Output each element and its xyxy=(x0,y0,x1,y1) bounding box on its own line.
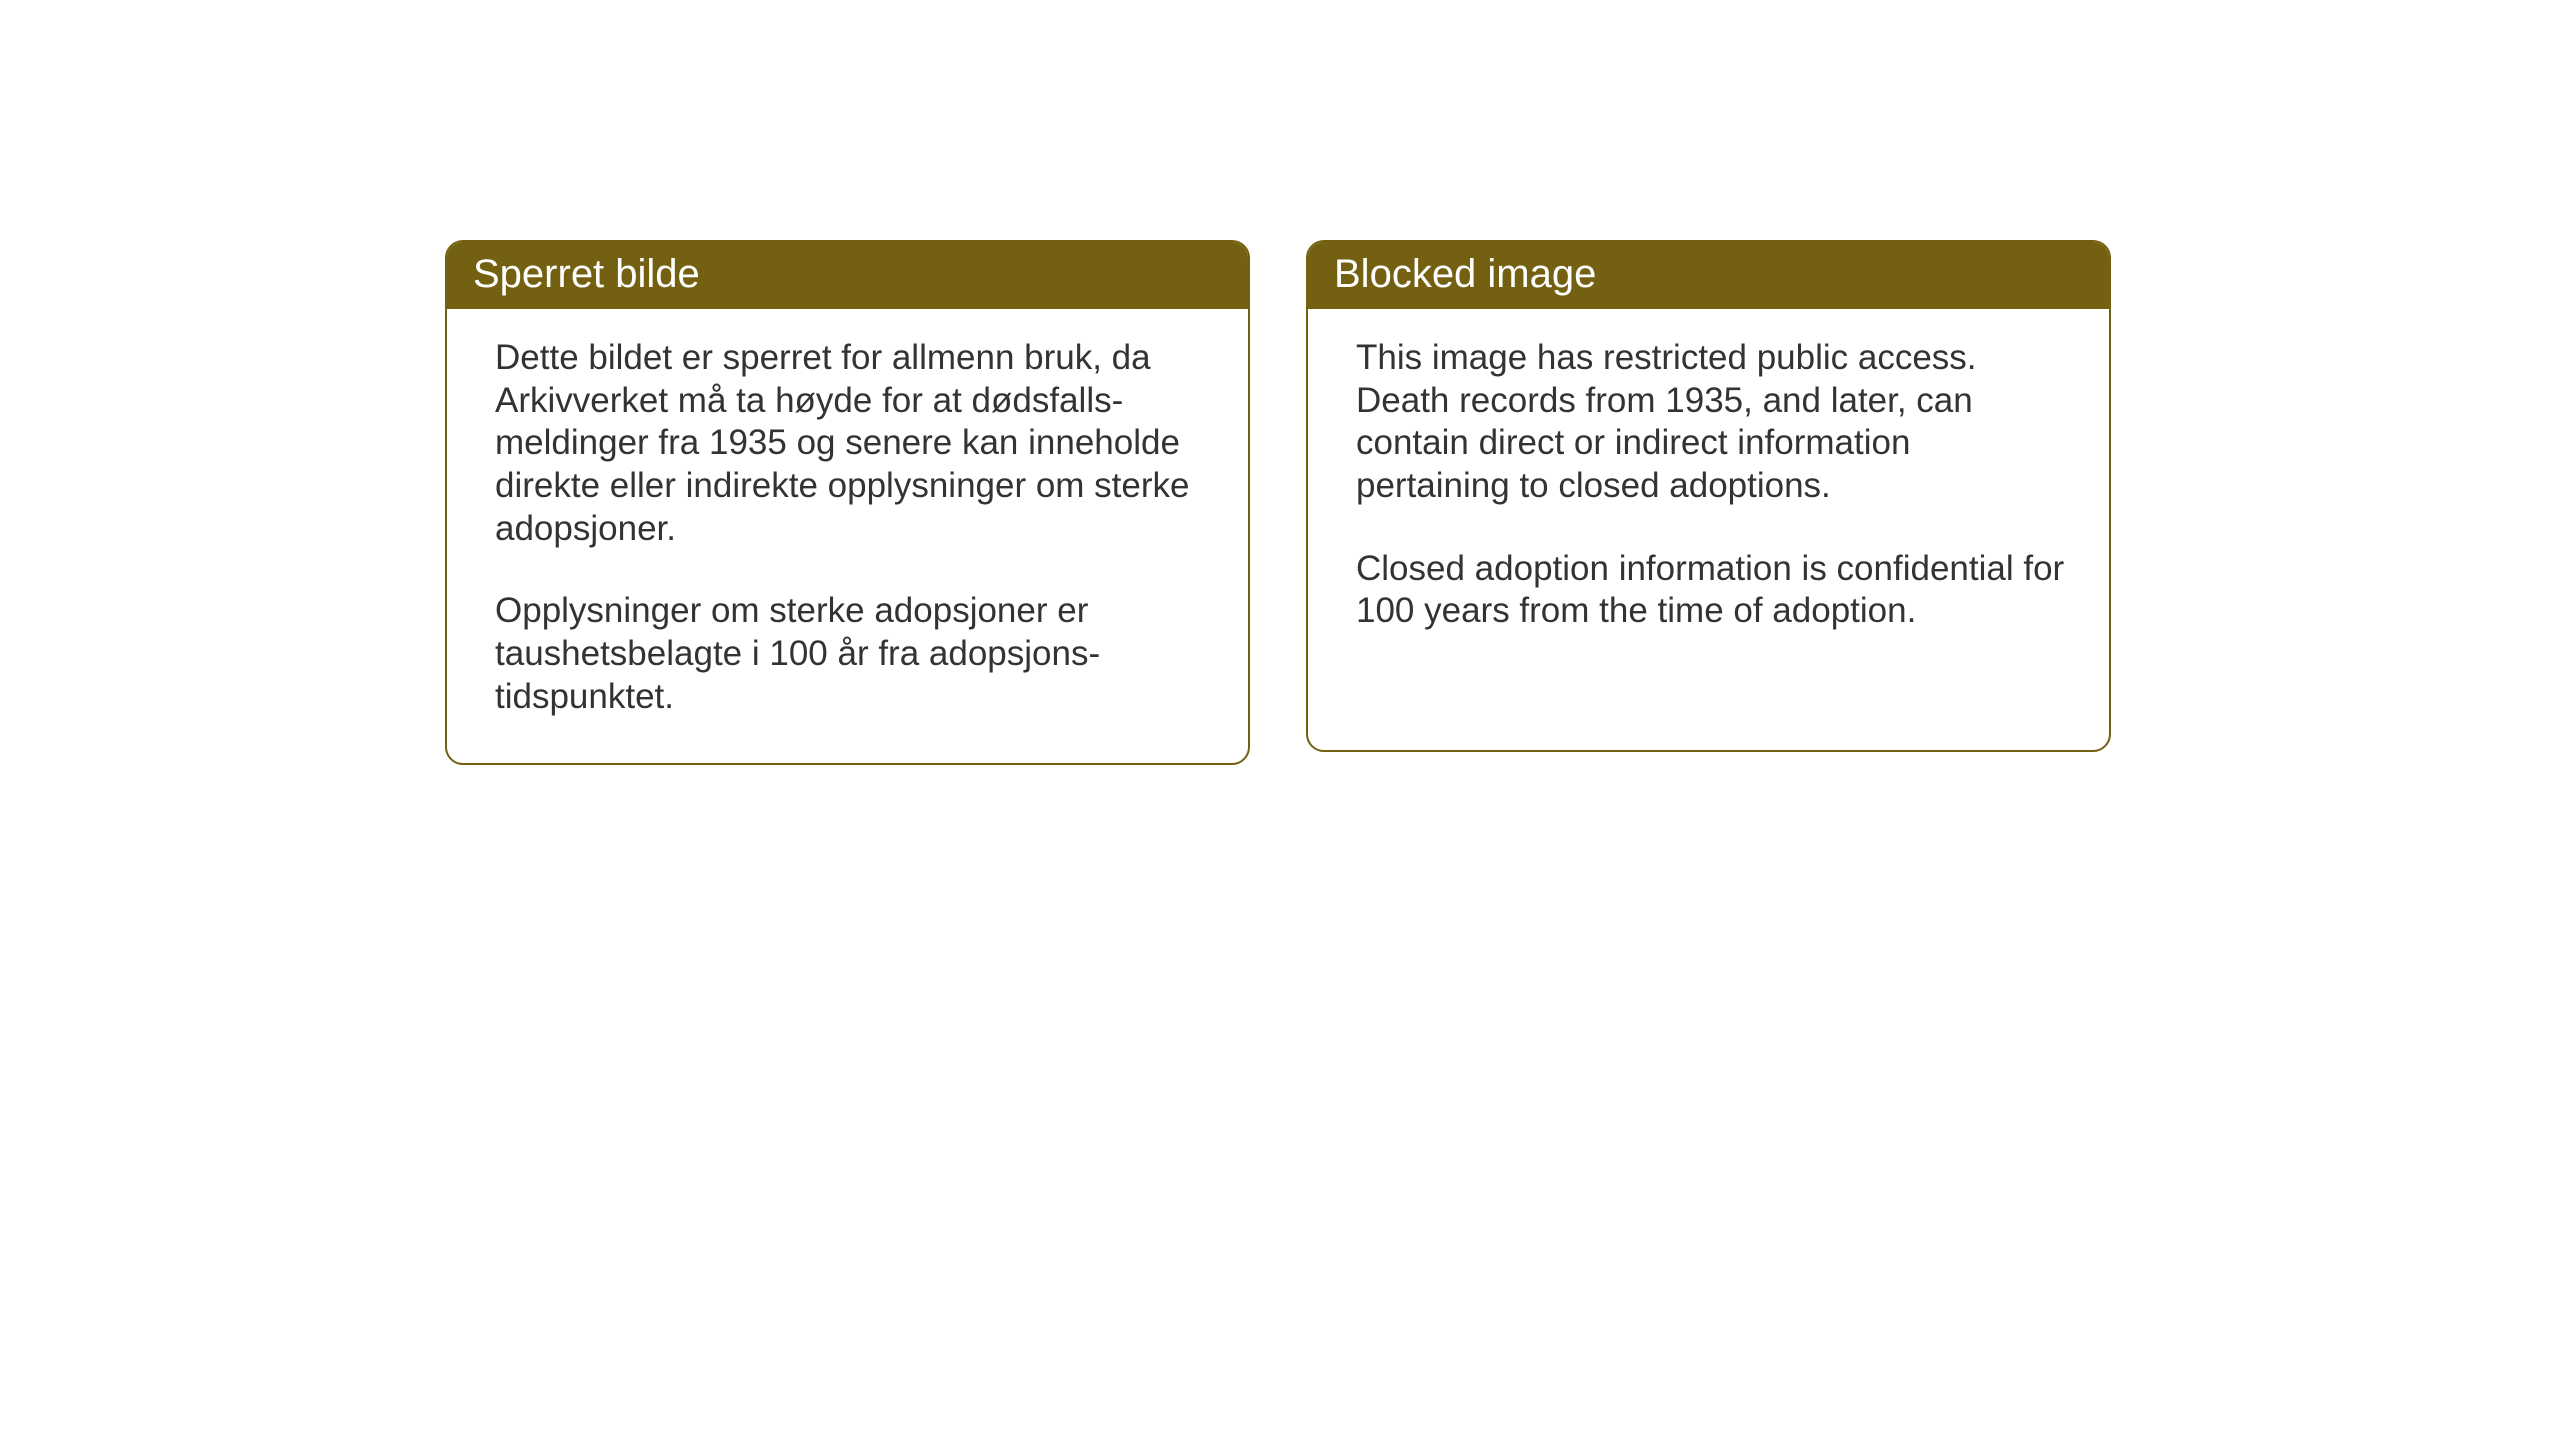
card-body-english: This image has restricted public access.… xyxy=(1308,309,2109,677)
norwegian-paragraph-1: Dette bildet er sperret for allmenn bruk… xyxy=(495,337,1208,550)
norwegian-paragraph-2: Opplysninger om sterke adopsjoner er tau… xyxy=(495,590,1208,718)
card-body-norwegian: Dette bildet er sperret for allmenn bruk… xyxy=(447,309,1248,763)
blocked-image-card-english: Blocked image This image has restricted … xyxy=(1306,240,2111,752)
card-header-norwegian: Sperret bilde xyxy=(447,242,1248,309)
blocked-image-card-norwegian: Sperret bilde Dette bildet er sperret fo… xyxy=(445,240,1250,765)
cards-container: Sperret bilde Dette bildet er sperret fo… xyxy=(445,240,2111,765)
card-header-english: Blocked image xyxy=(1308,242,2109,309)
english-paragraph-2: Closed adoption information is confident… xyxy=(1356,548,2069,633)
english-paragraph-1: This image has restricted public access.… xyxy=(1356,337,2069,508)
